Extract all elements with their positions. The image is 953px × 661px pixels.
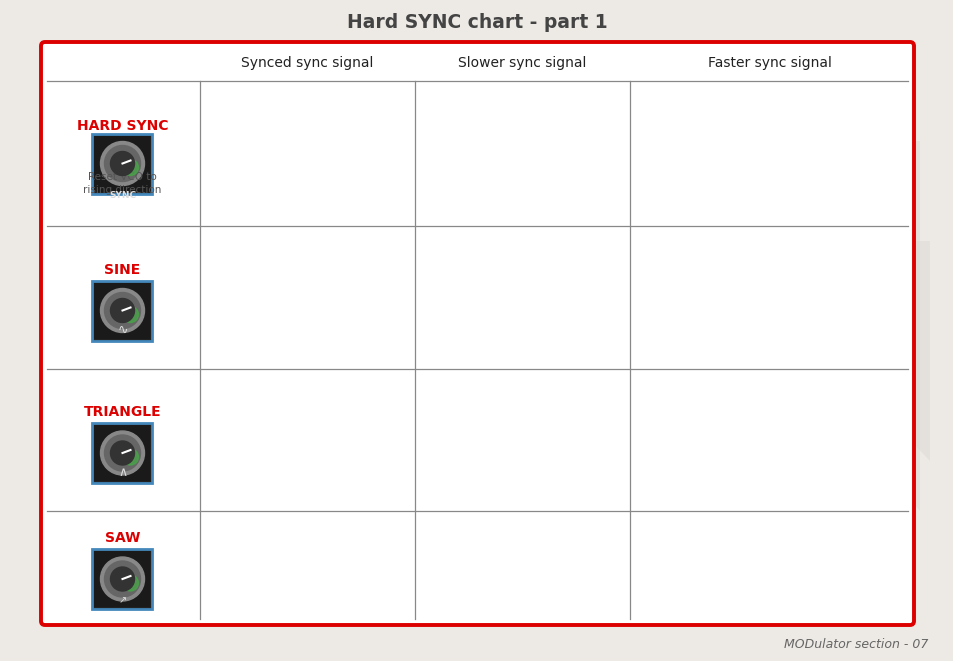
Text: t: t (900, 563, 903, 572)
Text: +5V: +5V (650, 524, 669, 533)
Circle shape (100, 431, 144, 475)
Text: ∧: ∧ (118, 466, 127, 479)
Text: Synced sync signal: Synced sync signal (241, 56, 374, 71)
Text: t: t (406, 295, 410, 305)
FancyBboxPatch shape (41, 42, 913, 625)
Circle shape (111, 441, 134, 465)
Circle shape (105, 293, 140, 329)
Text: ∿: ∿ (117, 323, 128, 336)
Circle shape (100, 557, 144, 601)
Text: SYNC: SYNC (109, 192, 136, 200)
Text: t: t (406, 563, 410, 572)
Text: +V: +V (432, 97, 445, 105)
Polygon shape (599, 141, 919, 511)
Circle shape (122, 575, 138, 591)
Bar (94, 282, 151, 338)
Text: +V: +V (217, 97, 231, 105)
Text: -5V: -5V (650, 602, 665, 611)
Circle shape (105, 435, 140, 471)
Text: t: t (620, 151, 624, 161)
Text: +5V: +5V (650, 243, 669, 252)
Text: +5V: +5V (432, 524, 451, 533)
Circle shape (111, 299, 134, 323)
Text: +5V: +5V (217, 243, 236, 252)
Text: t: t (406, 437, 410, 447)
Text: t: t (900, 295, 903, 305)
Text: -5V: -5V (432, 347, 447, 356)
Text: +V: +V (650, 97, 663, 105)
Circle shape (122, 159, 138, 176)
Bar (94, 551, 151, 607)
Text: ↗: ↗ (118, 595, 127, 605)
Text: t: t (900, 437, 903, 447)
Text: SINE: SINE (104, 262, 140, 276)
Text: t: t (620, 295, 624, 305)
Bar (94, 136, 151, 192)
Text: Reset VCO to
rising direction: Reset VCO to rising direction (83, 172, 161, 195)
Text: t: t (406, 151, 410, 161)
Text: t: t (620, 563, 624, 572)
Text: t: t (900, 151, 903, 161)
Circle shape (122, 307, 138, 323)
Text: +5V: +5V (217, 524, 236, 533)
Text: MODulator section - 07: MODulator section - 07 (782, 638, 927, 651)
Text: +5V: +5V (432, 386, 451, 395)
Circle shape (122, 449, 138, 465)
Bar (92, 134, 152, 194)
Text: -5V: -5V (650, 489, 665, 498)
Text: -V: -V (650, 206, 659, 215)
Bar (94, 425, 151, 481)
Circle shape (111, 151, 134, 176)
Text: -5V: -5V (650, 347, 665, 356)
Text: TRIANGLE: TRIANGLE (84, 405, 161, 419)
Text: +5V: +5V (217, 386, 236, 395)
Text: -5V: -5V (432, 489, 447, 498)
Text: Hard SYNC chart - part 1: Hard SYNC chart - part 1 (346, 13, 607, 32)
Text: -5V: -5V (217, 602, 232, 611)
Bar (92, 423, 152, 483)
Bar (92, 280, 152, 340)
Circle shape (100, 288, 144, 332)
Text: +5V: +5V (432, 243, 451, 252)
Text: SAW: SAW (105, 531, 140, 545)
Circle shape (105, 145, 140, 182)
Text: -5V: -5V (432, 602, 447, 611)
Text: -V: -V (432, 206, 440, 215)
Text: -5V: -5V (217, 489, 232, 498)
Text: Slower sync signal: Slower sync signal (457, 56, 586, 71)
Circle shape (100, 141, 144, 186)
Polygon shape (720, 241, 929, 461)
Text: t: t (620, 437, 624, 447)
Text: +5V: +5V (650, 386, 669, 395)
Circle shape (111, 567, 134, 591)
Text: Faster sync signal: Faster sync signal (707, 56, 831, 71)
Bar (92, 549, 152, 609)
Text: HARD SYNC: HARD SYNC (76, 118, 168, 132)
Circle shape (105, 561, 140, 597)
Text: -5V: -5V (217, 347, 232, 356)
Text: -V: -V (217, 206, 226, 215)
